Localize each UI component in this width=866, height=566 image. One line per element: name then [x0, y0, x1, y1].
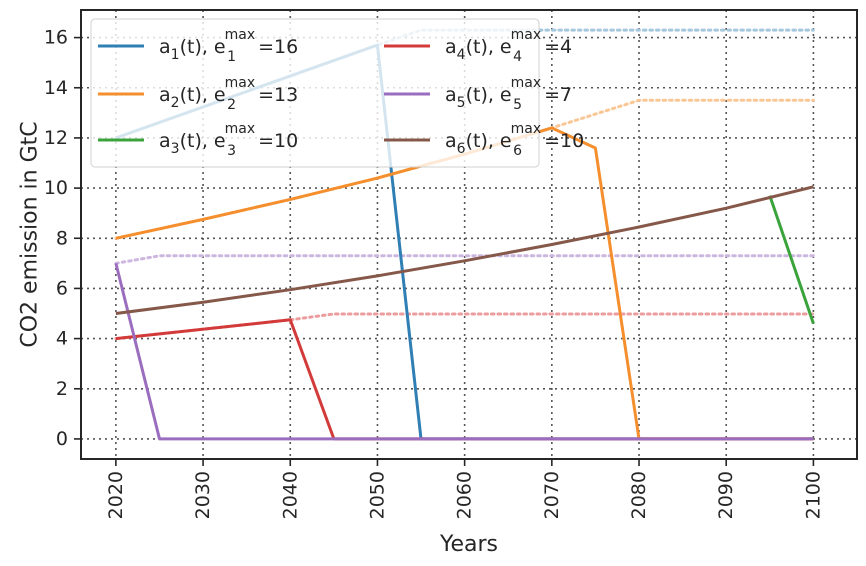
x-tick-label: 2030 — [192, 471, 214, 519]
x-tick-label: 2020 — [105, 471, 127, 519]
legend-label-1: a1(t), emax 1 =16 — [159, 27, 298, 65]
series-line-3 — [768, 195, 815, 324]
y-tick-label: 14 — [44, 77, 68, 99]
legend-label-6: a6(t), emax 6 =10 — [445, 121, 584, 159]
series-line-5 — [114, 262, 814, 441]
x-tick-label: 2050 — [366, 471, 388, 519]
x-tick-label: 2100 — [802, 471, 824, 519]
y-tick-label: 12 — [44, 127, 68, 149]
x-tick-label: 2070 — [541, 471, 563, 519]
legend-box — [90, 18, 540, 168]
y-tick-label: 4 — [56, 328, 68, 350]
legend: a1(t), emax 1 =16 a2(t), emax 2 =13 a3(t), ema… — [90, 18, 584, 168]
legend-label-2: a2(t), emax 2 =13 — [159, 75, 298, 113]
y-tick-label: 6 — [56, 277, 68, 299]
y-tick-label: 10 — [44, 177, 68, 199]
y-ticks: 0 2 4 6 8 10 12 14 16 — [44, 27, 81, 450]
y-tick-label: 2 — [56, 378, 68, 400]
legend-label-4: a4(t), emax 4 =4 — [445, 27, 572, 65]
y-tick-label: 0 — [56, 428, 68, 450]
y-tick-label: 16 — [44, 27, 68, 49]
x-tick-label: 2060 — [454, 471, 476, 519]
y-tick-label: 8 — [56, 227, 68, 249]
x-ticks: 2020 2030 2040 2050 2060 2070 2080 2090 2100 — [105, 459, 824, 519]
series-line-6 — [115, 185, 814, 315]
series-line-2 — [115, 126, 814, 441]
x-axis-label: Years — [439, 532, 498, 557]
legend-label-3: a3(t), emax 3 =10 — [159, 121, 298, 159]
x-tick-label: 2040 — [279, 471, 301, 519]
series-line-4 — [115, 318, 814, 441]
limit-line-5 — [114, 254, 815, 265]
y-axis-label: CO2 emission in GtC — [18, 121, 43, 347]
x-tick-label: 2080 — [628, 471, 650, 519]
x-tick-label: 2090 — [715, 471, 737, 519]
plot-frame — [80, 9, 858, 460]
legend-label-5: a5(t), emax 5 =7 — [445, 75, 572, 113]
